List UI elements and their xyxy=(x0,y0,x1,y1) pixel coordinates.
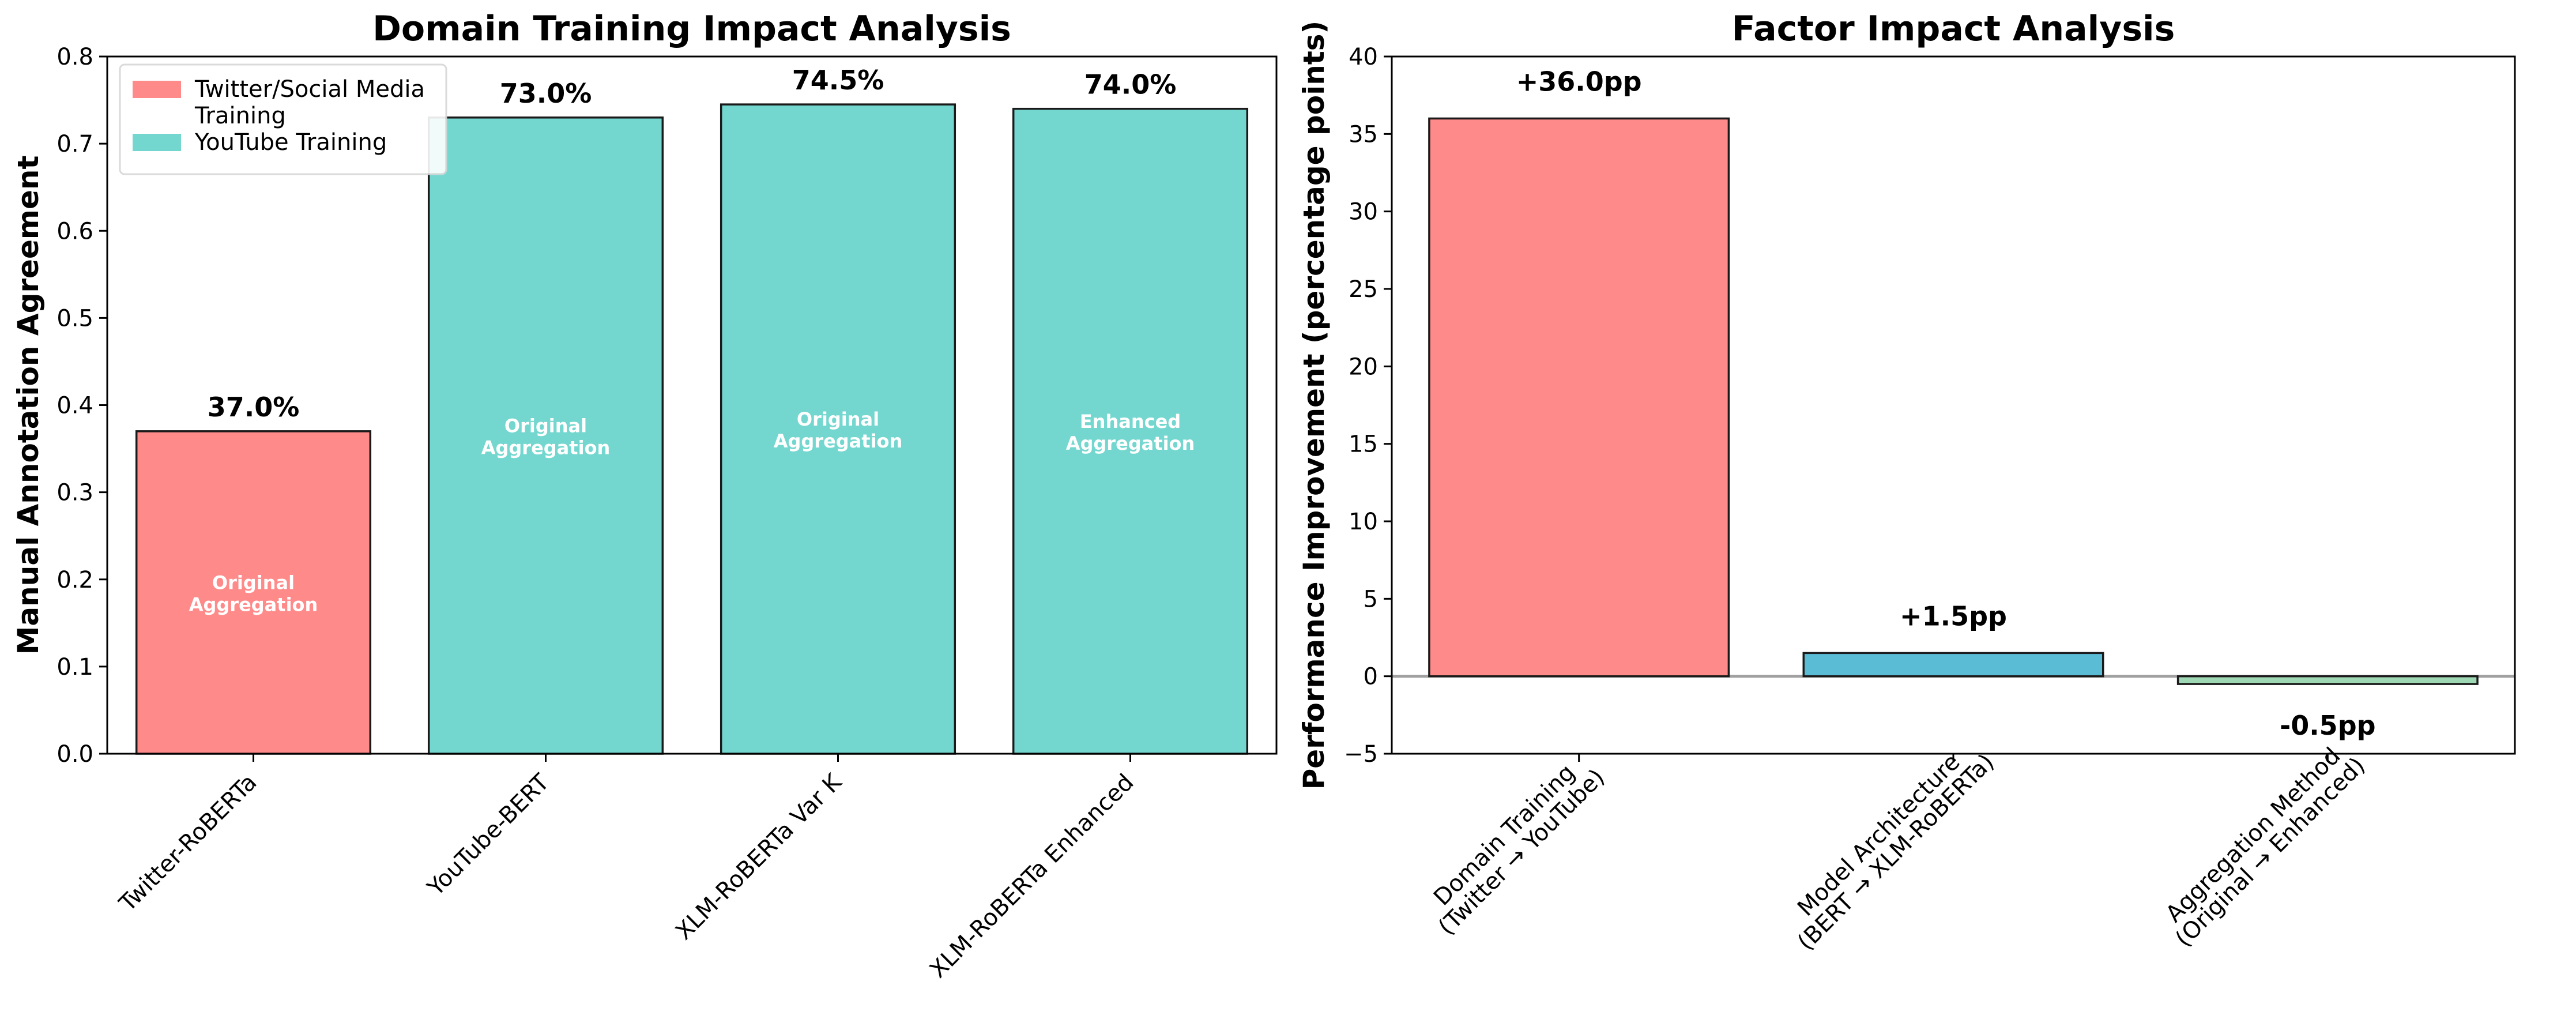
y-tick-label: 0.4 xyxy=(57,393,93,419)
y-axis-label: Manual Annotation Agreement xyxy=(12,156,45,655)
x-tick-label: XLM-RoBERTa Var K xyxy=(671,768,848,945)
legend-label-line: Twitter/Social Media xyxy=(194,76,425,103)
legend-label-line: YouTube Training xyxy=(194,129,387,156)
bar-inner-label: Enhanced Aggregation xyxy=(1066,411,1195,454)
legend-box xyxy=(119,63,447,175)
y-tick-label: 35 xyxy=(1349,121,1378,148)
bar-inner-label-line: Original xyxy=(504,415,587,437)
x-tick-label: XLM-RoBERTa Enhanced xyxy=(925,769,1139,984)
y-tick-label: −5 xyxy=(1344,741,1378,768)
bar xyxy=(720,103,956,755)
x-tick-label: Aggregation Method(Original → Enhanced) xyxy=(2153,735,2371,953)
x-tick-label: Twitter-RoBERTa xyxy=(114,769,262,918)
bar-inner-label-line: Aggregation xyxy=(774,430,903,452)
legend-label: YouTube Training xyxy=(194,129,387,156)
bar xyxy=(135,430,372,755)
x-tick-label-line: XLM-RoBERTa Var K xyxy=(671,768,848,945)
bar xyxy=(2176,675,2479,685)
x-tick-label-line: Model Architecture xyxy=(1792,749,1965,922)
x-tick-label: YouTube-BERT xyxy=(422,769,555,901)
x-tick-label-line: Twitter-RoBERTa xyxy=(114,769,262,918)
y-tick-label: 0.5 xyxy=(57,305,93,332)
x-tick-label: Model Architecture(BERT → XLM-RoBERTa) xyxy=(1775,732,1999,956)
legend-swatch xyxy=(133,81,181,98)
legend-label: Twitter/Social Media Training xyxy=(194,76,425,129)
bar xyxy=(1428,117,1730,678)
x-tick-label-line: (BERT → XLM-RoBERTa) xyxy=(1792,749,1999,956)
legend-swatch xyxy=(133,134,181,151)
bar-value-label: 74.0% xyxy=(1084,69,1177,100)
bar-inner-label-line: Aggregation xyxy=(481,437,611,458)
y-tick-label: 0.3 xyxy=(57,480,93,506)
right-chart-factor-impact: Factor Impact Analysis Performance Improv… xyxy=(1297,9,2516,956)
bar-value-label: +36.0pp xyxy=(1516,66,1642,97)
x-tick-label: Domain Training(Twitter → YouTube) xyxy=(1416,747,1610,941)
y-tick-label: 5 xyxy=(1364,586,1378,612)
y-tick-label: 0.2 xyxy=(57,567,93,593)
plot-frame xyxy=(106,55,1278,755)
y-tick-label: 0.7 xyxy=(57,131,93,157)
bar-value-label: 37.0% xyxy=(208,392,300,423)
chart-title: Domain Training Impact Analysis xyxy=(372,9,1011,49)
y-tick-label: 10 xyxy=(1349,509,1378,535)
bar-value-label: +1.5pp xyxy=(1900,600,2007,631)
bar-inner-label-line: Original xyxy=(797,408,879,430)
x-tick-label-line: (Twitter → YouTube) xyxy=(1433,764,1610,941)
y-tick-label: 0.8 xyxy=(57,44,93,70)
x-tick-label-line: YouTube-BERT xyxy=(422,769,555,901)
chart-title: Factor Impact Analysis xyxy=(1732,9,2175,49)
bar xyxy=(1012,107,1249,755)
y-tick-label: 40 xyxy=(1349,44,1378,70)
y-tick-label: 15 xyxy=(1349,431,1378,458)
bar-inner-label: Original Aggregation xyxy=(481,415,611,458)
x-tick-label-line: XLM-RoBERTa Enhanced xyxy=(925,769,1139,984)
bar-inner-label-line: Enhanced xyxy=(1080,411,1181,433)
y-tick-label: 20 xyxy=(1349,354,1378,380)
bar-inner-label-line: Original xyxy=(212,571,295,593)
bar-inner-label: Original Aggregation xyxy=(774,408,903,452)
y-tick-label: 0.6 xyxy=(57,218,93,245)
bar xyxy=(1802,652,2104,678)
y-tick-label: 0 xyxy=(1364,664,1378,690)
x-tick-label-line: (Original → Enhanced) xyxy=(2170,752,2370,952)
y-tick-label: 0.0 xyxy=(57,741,93,768)
bar-inner-label: Original Aggregation xyxy=(189,571,318,615)
plot-frame xyxy=(1391,55,2516,755)
left-chart-domain-training: Domain Training Impact Analysis Manual An… xyxy=(12,9,1278,984)
y-tick-label: 0.1 xyxy=(57,654,93,680)
y-axis-label: Performance Improvement (percentage poin… xyxy=(1297,21,1331,790)
bar-value-label: -0.5pp xyxy=(2280,710,2375,741)
bar-inner-label-line: Aggregation xyxy=(189,593,318,615)
y-tick-label: 30 xyxy=(1349,199,1378,225)
bar-value-label: 74.5% xyxy=(792,65,884,96)
x-tick-label-line: Aggregation Method xyxy=(2161,743,2346,928)
y-tick-label: 25 xyxy=(1349,276,1378,303)
bar-value-label: 73.0% xyxy=(500,78,592,109)
legend-label-line: Training xyxy=(194,103,286,129)
bar-inner-label-line: Aggregation xyxy=(1066,433,1195,454)
x-tick-label-line: Domain Training xyxy=(1429,759,1580,911)
